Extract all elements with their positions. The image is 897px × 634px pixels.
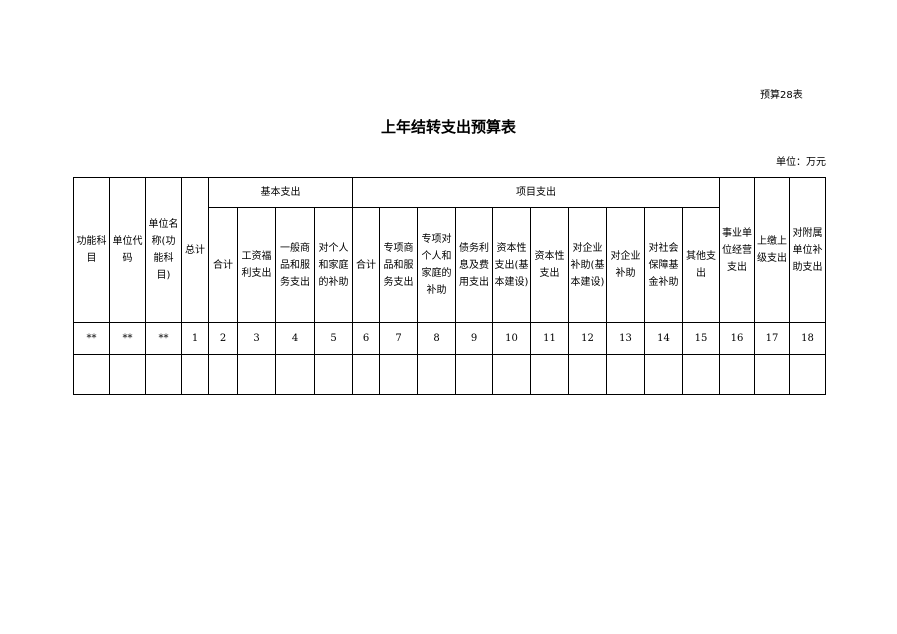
table-cell [417,354,456,395]
column-number: 6 [352,322,380,355]
column-header: 对企业补助 [606,207,645,323]
table-cell [275,354,315,395]
column-header: 总计 [181,177,209,323]
column-header: 对企业补助(基本建设) [568,207,607,323]
column-number: 11 [530,322,569,355]
column-number: ** [73,322,110,355]
column-header: 合计 [352,207,380,323]
budget-table: 功能科目 单位代码 单位名称(功能科目) 总计 基本支出 项目支出 事业单位经营支出 上缴上级… [73,177,827,395]
column-number: 16 [719,322,756,355]
table-cell [145,354,182,395]
group-header-basic: 基本支出 [208,177,353,208]
table-cell [455,354,493,395]
table-cell [492,354,531,395]
table-cell [237,354,276,395]
column-number: 15 [681,322,721,355]
column-header: 对个人和家庭的补助 [314,207,353,323]
column-header: 单位代码 [109,177,146,323]
column-number: 10 [492,322,531,355]
column-header: 资本性支出(基本建设) [492,207,531,323]
form-number: 预算28表 [760,90,803,101]
column-number: 2 [208,322,238,355]
table-cell [568,354,607,395]
column-header: 一般商品和服务支出 [275,207,315,323]
column-header: 事业单位经营支出 [719,177,756,323]
table-cell [314,354,353,395]
column-header: 其他支出 [681,207,721,323]
column-header: 合计 [208,207,238,323]
column-header: 对附属单位补助支出 [789,177,827,323]
table-cell [606,354,645,395]
column-number: 3 [237,322,276,355]
column-number: 4 [275,322,315,355]
column-number: 13 [606,322,645,355]
table-cell [530,354,569,395]
column-header: 债务利息及费用支出 [455,207,493,323]
column-number: 1 [181,322,209,355]
column-number: 14 [644,322,683,355]
table-cell [644,354,683,395]
column-header: 单位名称(功能科目) [145,177,182,323]
column-number: 18 [789,322,827,355]
column-number: 17 [754,322,791,355]
column-header: 资本性支出 [530,207,569,323]
column-header: 上缴上级支出 [754,177,791,323]
table-cell [719,354,756,395]
column-number: 9 [455,322,493,355]
table-cell [352,354,380,395]
group-header-project: 项目支出 [351,177,721,208]
table-cell [681,354,721,395]
column-number: 8 [417,322,456,355]
table-cell [754,354,791,395]
table-cell [208,354,238,395]
table-cell [181,354,209,395]
column-number: 12 [568,322,607,355]
column-number: 5 [314,322,353,355]
column-header: 功能科目 [73,177,110,323]
unit-label: 单位：万元 [776,157,826,168]
column-header: 专项商品和服务支出 [379,207,418,323]
column-number: ** [109,322,146,355]
column-header: 对社会保障基金补助 [644,207,683,323]
column-header: 工资福利支出 [237,207,276,323]
table-cell [109,354,146,395]
table-cell [379,354,418,395]
table-cell [73,354,110,395]
table-cell [789,354,827,395]
column-header: 专项对个人和家庭的补助 [417,207,456,323]
column-number: ** [145,322,182,355]
page-title: 上年结转支出预算表 [380,118,516,136]
column-number: 7 [379,322,418,355]
